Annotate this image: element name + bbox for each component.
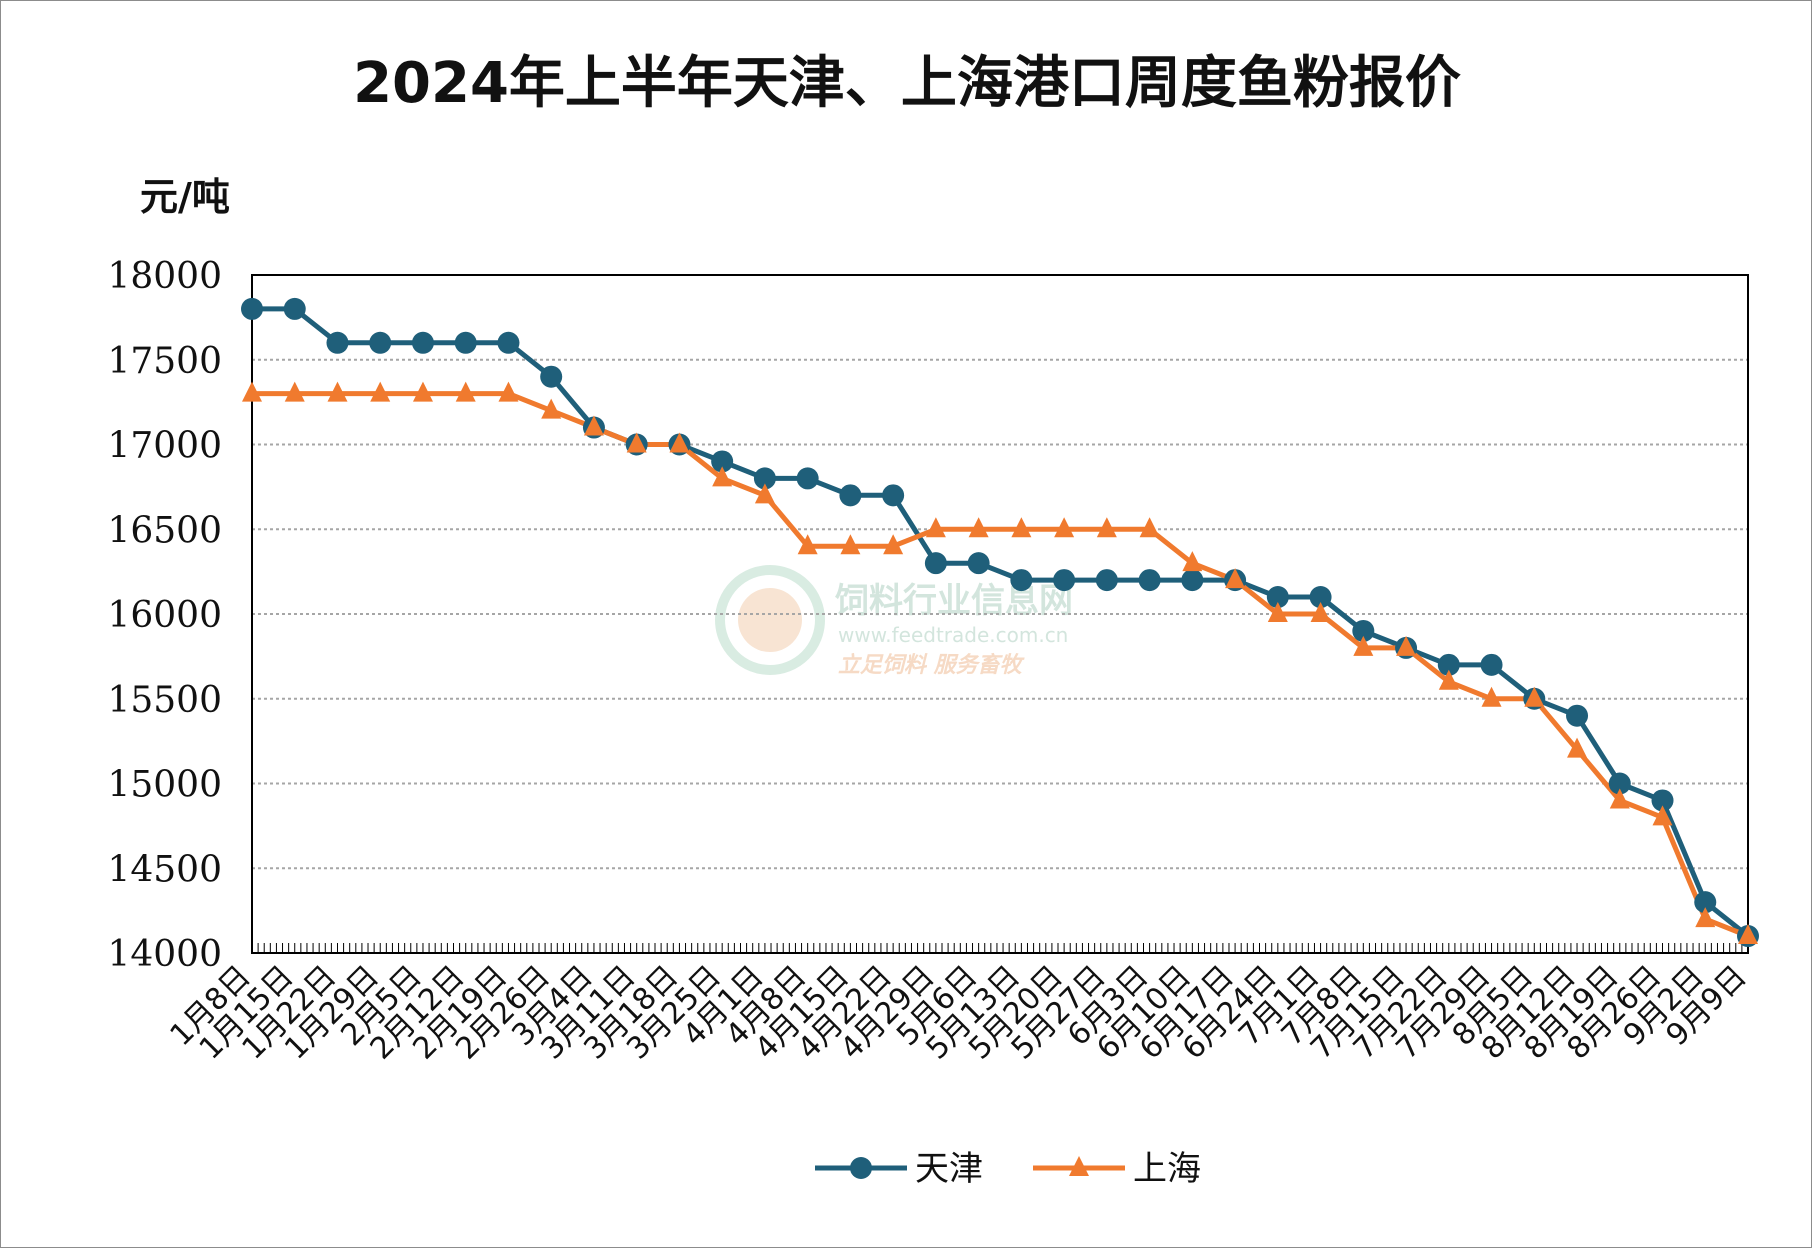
y-tick-label: 15500 <box>107 680 222 721</box>
data-point <box>327 381 348 402</box>
data-point <box>1353 635 1374 656</box>
data-point <box>626 432 647 453</box>
series-line-1 <box>252 391 1749 939</box>
data-point <box>1524 686 1545 707</box>
chart-title: 2024年上半年天津、上海港口周度鱼粉报价 <box>353 51 1461 116</box>
data-point <box>370 381 391 402</box>
data-point <box>454 331 477 354</box>
y-tick-label: 14500 <box>107 849 222 890</box>
data-point <box>925 517 946 538</box>
data-point <box>1738 924 1758 945</box>
y-tick-label: 15000 <box>107 765 222 806</box>
data-point <box>497 331 520 354</box>
data-point <box>711 450 734 473</box>
data-point <box>1310 602 1331 622</box>
data-point <box>242 381 262 402</box>
data-point <box>1566 704 1589 727</box>
data-point <box>1695 907 1716 928</box>
data-point <box>326 331 349 354</box>
data-point <box>284 381 305 402</box>
plot-area <box>251 274 1749 954</box>
data-point <box>1309 586 1332 609</box>
legend: 天津 上海 <box>815 1149 1201 1189</box>
data-point <box>1694 891 1717 914</box>
data-point <box>541 398 562 419</box>
y-tick-label: 18000 <box>107 256 222 297</box>
data-point <box>1181 569 1204 592</box>
data-point <box>1139 517 1160 538</box>
data-point <box>1011 517 1032 538</box>
data-point <box>753 467 776 490</box>
y-tick-label: 17000 <box>107 426 222 467</box>
data-point <box>1352 619 1375 642</box>
data-point <box>1225 568 1246 589</box>
legend-label-1: 上海 <box>1133 1149 1201 1189</box>
y-tick-label: 16500 <box>107 510 222 551</box>
watermark-logo-icon <box>715 565 825 675</box>
data-point <box>1182 551 1203 572</box>
data-point <box>796 467 819 490</box>
data-point <box>283 297 306 320</box>
legend-label-0: 天津 <box>915 1149 983 1189</box>
data-point <box>241 297 263 320</box>
data-point <box>840 534 861 555</box>
data-point <box>1053 569 1076 592</box>
data-point <box>1267 602 1288 622</box>
data-point <box>455 381 476 402</box>
data-point <box>1396 635 1417 656</box>
data-point <box>1438 669 1459 690</box>
data-point <box>1437 653 1460 676</box>
data-point <box>1567 737 1588 758</box>
data-point <box>1266 586 1289 609</box>
data-point <box>924 552 947 575</box>
y-axis-unit-label: 元/吨 <box>140 175 230 219</box>
data-point <box>967 552 990 575</box>
data-point <box>1138 569 1161 592</box>
data-point <box>583 415 604 436</box>
y-tick-label: 17500 <box>107 341 222 382</box>
data-point <box>968 517 989 538</box>
data-point <box>369 331 392 354</box>
legend-marker <box>1069 1156 1089 1176</box>
data-point <box>540 365 563 388</box>
data-point <box>1609 788 1630 809</box>
data-point <box>883 534 904 555</box>
data-point <box>1096 517 1117 538</box>
data-point <box>498 381 519 402</box>
watermark-url: www.feedtrade.com.cn <box>838 623 1068 647</box>
data-point <box>1480 653 1503 676</box>
series-layer <box>241 297 1759 948</box>
data-point <box>1054 517 1075 538</box>
y-tick-label: 16000 <box>107 595 222 636</box>
data-point <box>669 432 690 453</box>
legend-marker <box>850 1157 872 1179</box>
data-point <box>1095 569 1118 592</box>
data-point <box>712 466 733 487</box>
data-point <box>797 534 818 555</box>
y-axis-ticks: 18000 17500 17000 16500 16000 15500 15000 14500… <box>107 256 222 975</box>
watermark-slogan: 立足饲料 服务畜牧 <box>838 652 1026 678</box>
data-point <box>839 484 862 507</box>
x-axis-ticks: 1月8日1月15日1月22日1月29日2月5日2月12日2月19日2月26日3月… <box>163 943 1754 1067</box>
data-point <box>1481 686 1502 707</box>
data-point <box>1010 569 1033 592</box>
data-point <box>411 331 434 354</box>
data-point <box>882 484 905 507</box>
data-point <box>754 483 775 504</box>
data-point <box>1652 805 1673 826</box>
data-point <box>1651 789 1674 812</box>
data-point <box>1608 772 1631 795</box>
y-tick-label: 14000 <box>107 934 222 975</box>
data-point <box>412 381 433 402</box>
